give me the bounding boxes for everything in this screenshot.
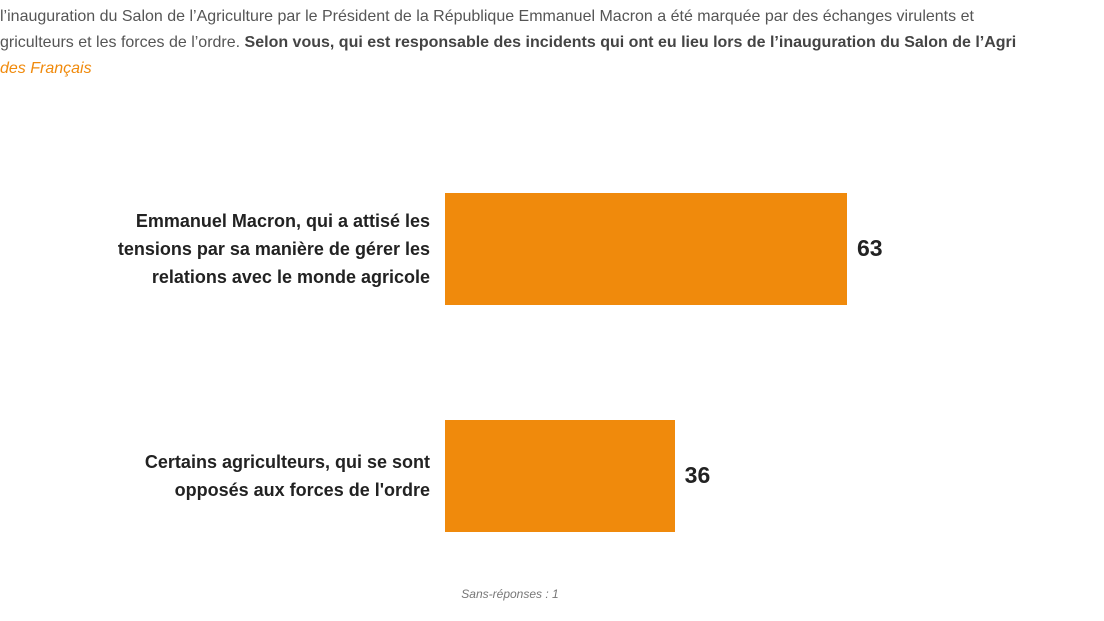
- category-label: Emmanuel Macron, qui a attisé les tensio…: [117, 211, 430, 287]
- intro-line: griculteurs et les forces de l’ordre.: [0, 34, 245, 51]
- bar: [445, 420, 675, 532]
- note: Sans-réponses : 1: [461, 587, 559, 601]
- bar: [445, 193, 847, 305]
- intro-line: l’inauguration du Salon de l’Agriculture…: [0, 8, 974, 25]
- value-label: 63: [856, 234, 883, 261]
- category-label: Certains agriculteurs, qui se sont oppos…: [144, 452, 430, 500]
- intro-line: griculteurs et les forces de l’ordre. Se…: [0, 34, 1016, 52]
- value-label: 36: [684, 461, 711, 488]
- subtitle: des Français: [0, 60, 92, 77]
- question: Selon vous, qui est responsable des inci…: [244, 34, 1017, 51]
